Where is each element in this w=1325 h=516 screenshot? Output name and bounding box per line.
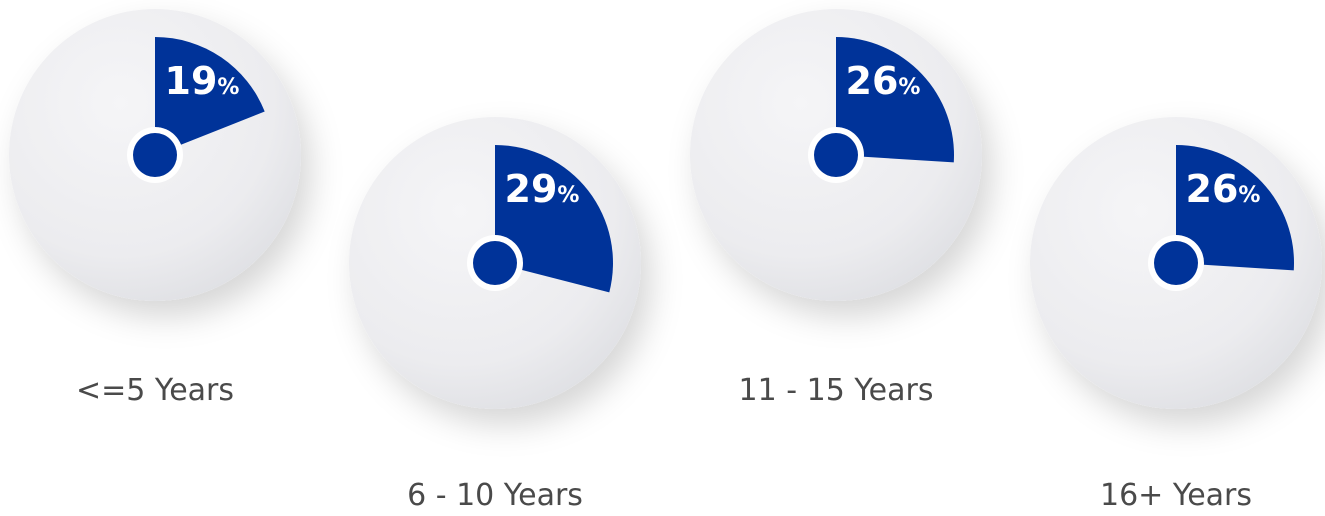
pie-chart-2: 29% 6 - 10 Years [349,117,641,513]
pie-value-number: 26 [1186,167,1239,211]
pie-value-label: 26% [1186,167,1261,211]
pie-slice [495,145,613,293]
charts-layer: 19% <=5 Years 29% 6 - 10 Years 26% 11 - 15 Ye… [9,9,1322,513]
pie-category-label: <=5 Years [76,373,234,408]
pie-hub-dot [473,241,517,285]
pie-slice [155,37,265,155]
pie-hub-dot [814,133,858,177]
pie-value-label: 26% [846,59,921,103]
pie-value-number: 29 [505,167,558,211]
pie-slice [836,37,955,163]
pie-value-label: 29% [505,167,580,211]
pie-chart-1: 19% <=5 Years [9,9,301,408]
pie-value-unit: % [1238,183,1260,208]
pie-slice [1176,145,1295,271]
pie-category-label: 16+ Years [1100,478,1252,513]
pie-hub-dot [133,133,177,177]
pie-chart-3: 26% 11 - 15 Years [690,9,982,408]
pie-value-number: 19 [165,59,218,103]
pie-chart-4: 26% 16+ Years [1030,117,1322,513]
pie-category-label: 6 - 10 Years [407,478,583,513]
pie-value-unit: % [217,75,239,100]
pie-value-number: 26 [846,59,899,103]
pie-value-unit: % [557,183,579,208]
pie-value-unit: % [898,75,920,100]
pie-category-label: 11 - 15 Years [739,373,934,408]
pie-hub-dot [1154,241,1198,285]
pie-value-label: 19% [165,59,240,103]
